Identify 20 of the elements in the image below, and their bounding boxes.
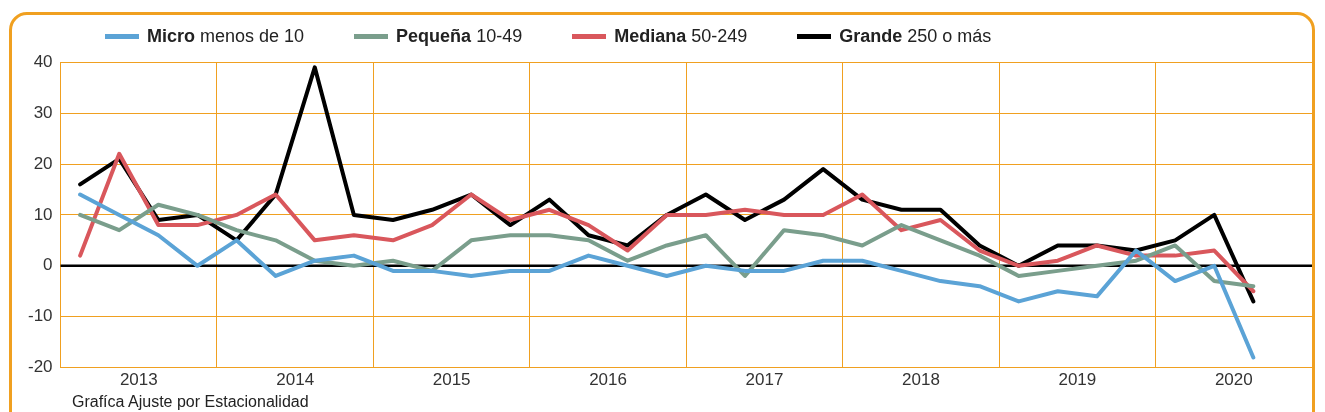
y-tick-label: 0 bbox=[43, 255, 53, 275]
x-tick-label: 2015 bbox=[432, 370, 471, 390]
x-tick-label: 2016 bbox=[589, 370, 627, 390]
y-tick-label: 40 bbox=[33, 51, 53, 71]
legend-label: Mediana 50-249 bbox=[614, 26, 748, 47]
x-tick-label: 2019 bbox=[1058, 370, 1097, 390]
x-tick-label: 2014 bbox=[276, 370, 315, 390]
y-tick-label: 20 bbox=[33, 153, 53, 173]
y-tick-label: 30 bbox=[33, 102, 53, 122]
x-tick-label: 2018 bbox=[902, 370, 940, 390]
x-tick-label: 2017 bbox=[745, 370, 784, 390]
text: Grafíca Ajuste por Estacionalidad bbox=[72, 393, 309, 411]
x-tick-label: 2020 bbox=[1214, 370, 1253, 390]
legend-label: Grande 250 o más bbox=[839, 26, 992, 47]
x-tick-label: 2013 bbox=[119, 370, 158, 390]
y-tick-label: -10 bbox=[27, 306, 53, 326]
y-tick-label: 10 bbox=[33, 204, 53, 224]
legend-label: Pequeña 10-49 bbox=[396, 26, 523, 47]
y-tick-label: -20 bbox=[27, 357, 53, 377]
legend-label: Micro menos de 10 bbox=[147, 26, 305, 47]
